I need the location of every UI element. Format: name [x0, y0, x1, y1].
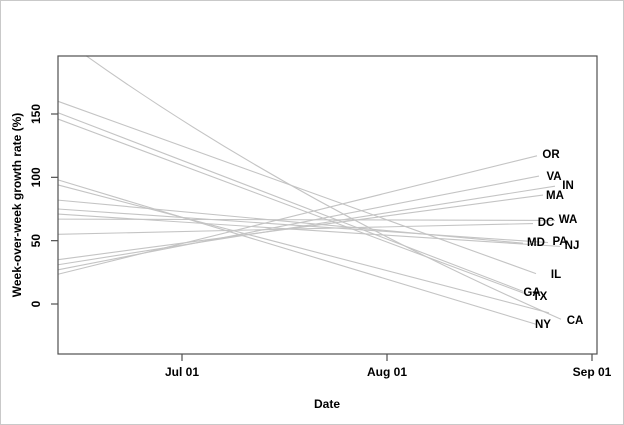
- trend-line-OR: [57, 155, 538, 275]
- state-label-CA: CA: [567, 315, 584, 327]
- plot-box: [57, 55, 598, 355]
- y-axis-title: Week-over-week growth rate (%): [10, 112, 24, 298]
- state-label-TX: TX: [533, 291, 548, 303]
- trend-line-IN: [57, 185, 556, 266]
- state-label-MA: MA: [546, 190, 564, 202]
- trend-line-CA: [85, 55, 562, 320]
- state-label-OR: OR: [542, 149, 560, 161]
- y-tick-label: 150: [29, 104, 43, 124]
- state-label-DC: DC: [538, 217, 555, 229]
- state-label-VA: VA: [546, 171, 561, 183]
- x-axis-title: Date: [313, 397, 341, 411]
- y-tick-label: 50: [29, 234, 43, 248]
- x-tick-label: Aug 01: [367, 365, 407, 379]
- y-tick-label: 100: [29, 167, 43, 187]
- trend-line-IL: [57, 100, 537, 275]
- trend-line-MA: [57, 194, 544, 261]
- state-label-IL: IL: [551, 269, 561, 281]
- state-label-MD: MD: [527, 237, 545, 249]
- state-label-PA: PA: [552, 236, 567, 248]
- trend-line-unlabeled: [57, 184, 550, 314]
- state-label-NJ: NJ: [565, 240, 580, 252]
- trend-line-GA: [57, 112, 524, 292]
- state-label-GA: GA: [523, 287, 540, 299]
- x-tick-label: Jul 01: [165, 365, 199, 379]
- trend-line-MD: [57, 199, 524, 244]
- trend-line-NY: [57, 179, 537, 325]
- y-tick-label: 0: [29, 300, 43, 307]
- trend-line-NJ: [57, 213, 561, 247]
- trend-line-PA: [57, 208, 549, 244]
- state-label-WA: WA: [559, 214, 578, 226]
- state-label-NY: NY: [535, 319, 551, 331]
- state-label-IN: IN: [562, 180, 574, 192]
- trend-line-TX: [57, 118, 530, 296]
- x-tick-label: Sep 01: [573, 365, 612, 379]
